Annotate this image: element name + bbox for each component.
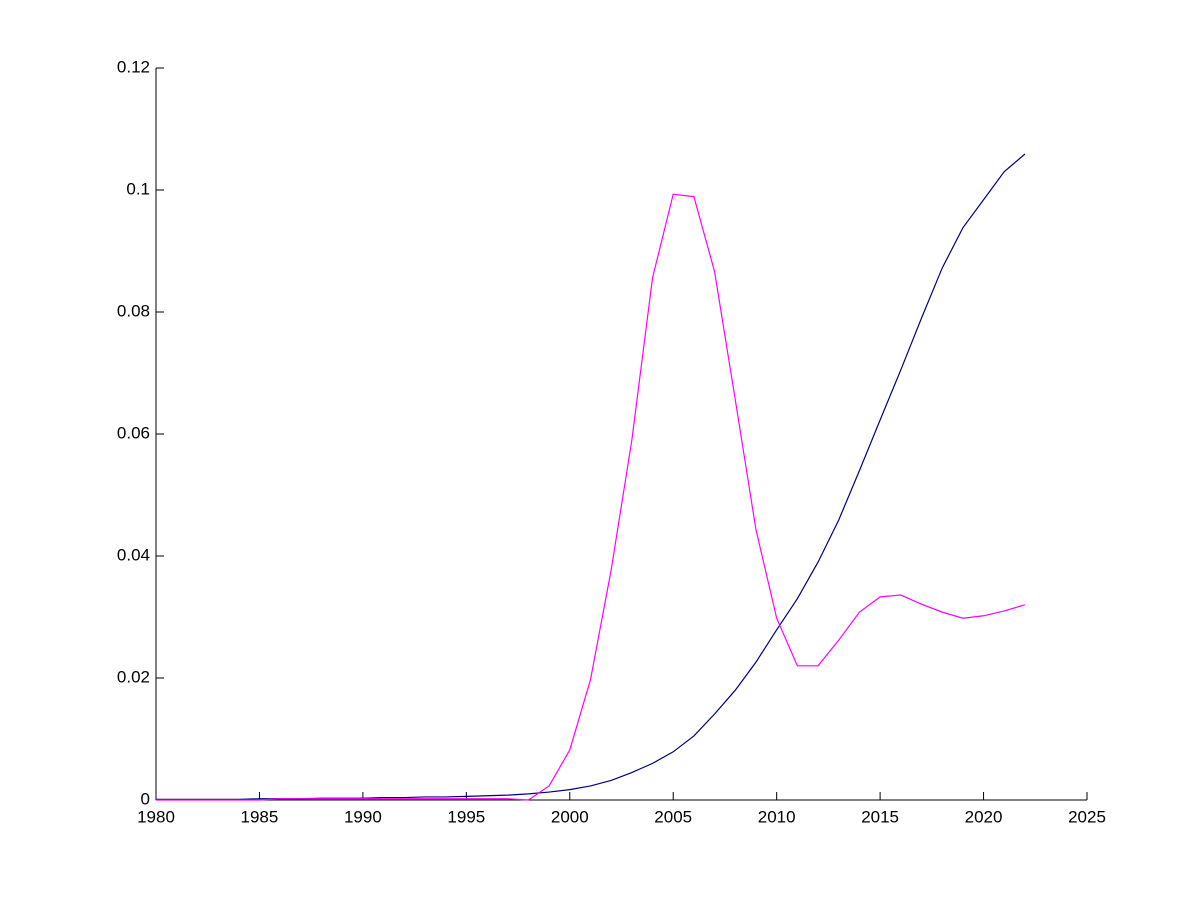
x-tick-label: 2010 (758, 807, 796, 826)
y-tick-label: 0.08 (117, 301, 150, 320)
y-tick-label: 0.06 (117, 423, 150, 442)
y-tick-label: 0 (141, 789, 150, 808)
line-series (156, 193, 1026, 801)
y-tick-label: 0.04 (117, 545, 150, 564)
x-tick-label: 1980 (137, 807, 175, 826)
x-tick-label: 1995 (447, 807, 485, 826)
x-tick-label: 2025 (1068, 807, 1106, 826)
line-series (156, 153, 1026, 800)
x-tick-label: 2015 (861, 807, 899, 826)
x-tick-label: 2005 (654, 807, 692, 826)
y-tick-label: 0.1 (126, 179, 150, 198)
x-tick-label: 1985 (241, 807, 279, 826)
x-tick-label: 1990 (344, 807, 382, 826)
y-tick-label: 0.02 (117, 667, 150, 686)
y-tick-label: 0.12 (117, 57, 150, 76)
x-tick-label: 2000 (551, 807, 589, 826)
x-tick-label: 2020 (965, 807, 1003, 826)
